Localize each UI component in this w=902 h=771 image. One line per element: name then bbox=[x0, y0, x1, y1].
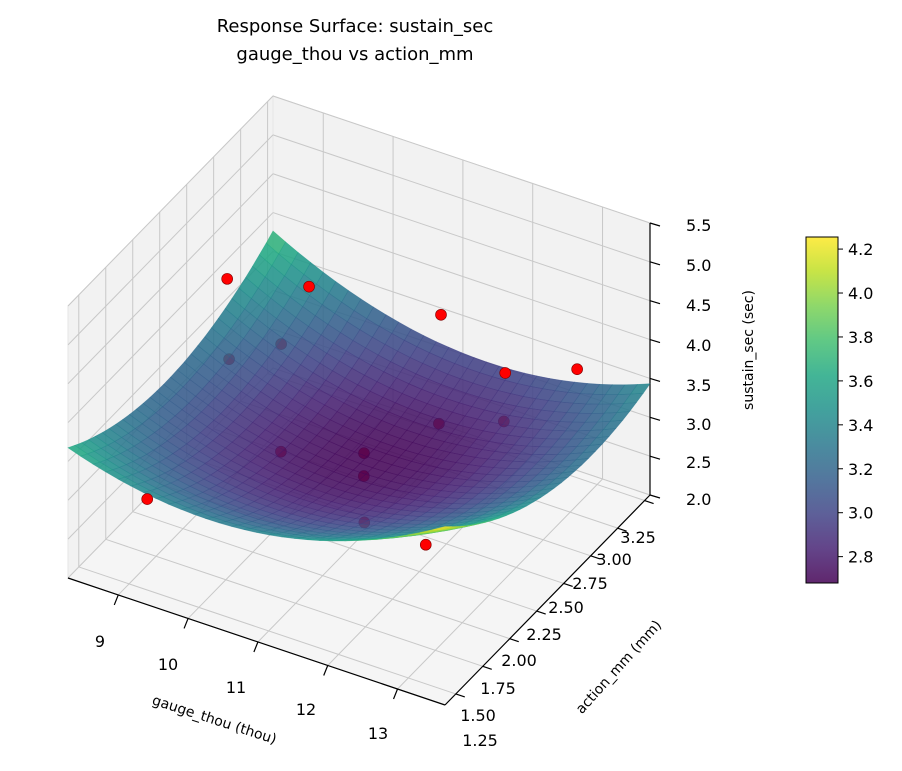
colorbar bbox=[805, 236, 839, 584]
colorbar-tick-label: 4.2 bbox=[848, 240, 873, 259]
y-tick-label: 3.25 bbox=[620, 528, 656, 547]
z-tick-label: 3.5 bbox=[686, 376, 711, 395]
z-tick bbox=[649, 455, 661, 460]
x-tick-label: 11 bbox=[226, 678, 246, 697]
response-surface bbox=[67, 230, 651, 542]
x-tick bbox=[113, 594, 119, 606]
grid-line-z bbox=[272, 212, 651, 341]
z-tick-label: 5.0 bbox=[686, 256, 711, 275]
z-tick bbox=[649, 416, 661, 421]
axis-lines bbox=[67, 222, 661, 706]
chart-title: Response Surface: sustain_sec bbox=[217, 16, 494, 37]
grid-line-z bbox=[272, 173, 651, 302]
y-axis-label: action_mm (mm) bbox=[573, 617, 665, 717]
y-axis-line bbox=[444, 494, 651, 706]
data-point bbox=[419, 538, 432, 551]
x-axis-line bbox=[67, 577, 446, 706]
chart-subtitle: gauge_thou vs action_mm bbox=[236, 44, 473, 65]
x-axis-label: gauge_thou (thou) bbox=[150, 693, 278, 748]
z-tick-label: 2.0 bbox=[686, 490, 711, 509]
y-tick-label: 2.25 bbox=[526, 625, 562, 644]
grid-line-z bbox=[67, 173, 274, 385]
data-point bbox=[303, 280, 315, 293]
scatter-points-front bbox=[141, 273, 583, 551]
x-tick bbox=[253, 641, 259, 653]
surface-patch bbox=[432, 526, 452, 531]
x-tick-label: 13 bbox=[368, 724, 388, 743]
y-tick-label: 1.50 bbox=[460, 706, 496, 725]
z-tick bbox=[649, 261, 661, 266]
z-tick-label: 4.5 bbox=[686, 296, 711, 315]
y-tick bbox=[455, 693, 465, 698]
y-tick-label: 1.75 bbox=[480, 679, 516, 698]
colorbar-tick-label: 3.6 bbox=[848, 372, 873, 391]
y-tick-label: 1.25 bbox=[462, 731, 498, 750]
data-point bbox=[571, 363, 583, 375]
data-point bbox=[499, 367, 512, 379]
grid-line-x bbox=[397, 478, 603, 690]
y-tick-label: 2.00 bbox=[501, 651, 537, 670]
colorbar-tick-label: 3.2 bbox=[848, 460, 873, 479]
tick-labels: 9 10 11 12 13 1.25 1.50 1.75 2.00 2.25 2.50 2.75 3.0… bbox=[95, 216, 712, 750]
z-axis-label: sustain_sec (sec) bbox=[741, 290, 757, 410]
x-tick bbox=[183, 618, 189, 629]
grid-line-y bbox=[132, 511, 510, 640]
z-tick-label: 3.0 bbox=[686, 415, 711, 434]
x-tick bbox=[392, 688, 399, 700]
y-tick bbox=[482, 665, 492, 670]
colorbar-tick-label: 3.4 bbox=[848, 416, 873, 435]
grid-line-z bbox=[272, 95, 651, 224]
y-tick bbox=[644, 499, 654, 505]
grid-line-z bbox=[67, 251, 274, 462]
y-tick bbox=[509, 638, 519, 643]
colorbar-ticks: 2.8 3.0 3.2 3.4 3.6 3.8 4.0 4.2 bbox=[838, 240, 873, 567]
x-tick-label: 10 bbox=[158, 655, 178, 674]
grid-line-y bbox=[78, 566, 456, 695]
y-tick-label: 2.50 bbox=[548, 598, 584, 617]
y-tick bbox=[536, 610, 546, 615]
y-tick-label: 3.00 bbox=[596, 550, 632, 569]
colorbar-tick-label: 2.8 bbox=[848, 548, 873, 567]
x-tick-label: 12 bbox=[296, 700, 316, 719]
data-point bbox=[221, 273, 233, 285]
z-tick bbox=[649, 494, 661, 499]
x-tick bbox=[323, 665, 329, 676]
y-tick bbox=[563, 582, 573, 587]
x-tick-label: 9 bbox=[95, 632, 105, 651]
grid-line-z bbox=[67, 95, 274, 307]
z-tick-label: 2.5 bbox=[686, 453, 711, 472]
y-tick bbox=[617, 527, 627, 532]
z-tick bbox=[649, 222, 661, 227]
z-tick bbox=[649, 338, 661, 344]
colorbar-tick-label: 3.8 bbox=[848, 328, 873, 347]
y-tick-label: 2.75 bbox=[572, 574, 608, 593]
grid-line-z bbox=[272, 134, 651, 263]
z-tick bbox=[649, 377, 661, 383]
data-point bbox=[435, 308, 447, 321]
grid-line-y bbox=[105, 538, 483, 667]
colorbar-tick-label: 3.0 bbox=[848, 504, 873, 523]
grid-line-z bbox=[67, 134, 274, 346]
y-tick bbox=[590, 555, 600, 560]
z-tick-label: 5.5 bbox=[686, 216, 711, 235]
grid-line-z bbox=[67, 212, 274, 423]
grid-line-z bbox=[272, 250, 651, 379]
z-tick-label: 4.0 bbox=[686, 336, 711, 355]
z-tick bbox=[649, 300, 661, 305]
data-point bbox=[141, 493, 154, 505]
colorbar-tick-label: 4.0 bbox=[848, 284, 873, 303]
